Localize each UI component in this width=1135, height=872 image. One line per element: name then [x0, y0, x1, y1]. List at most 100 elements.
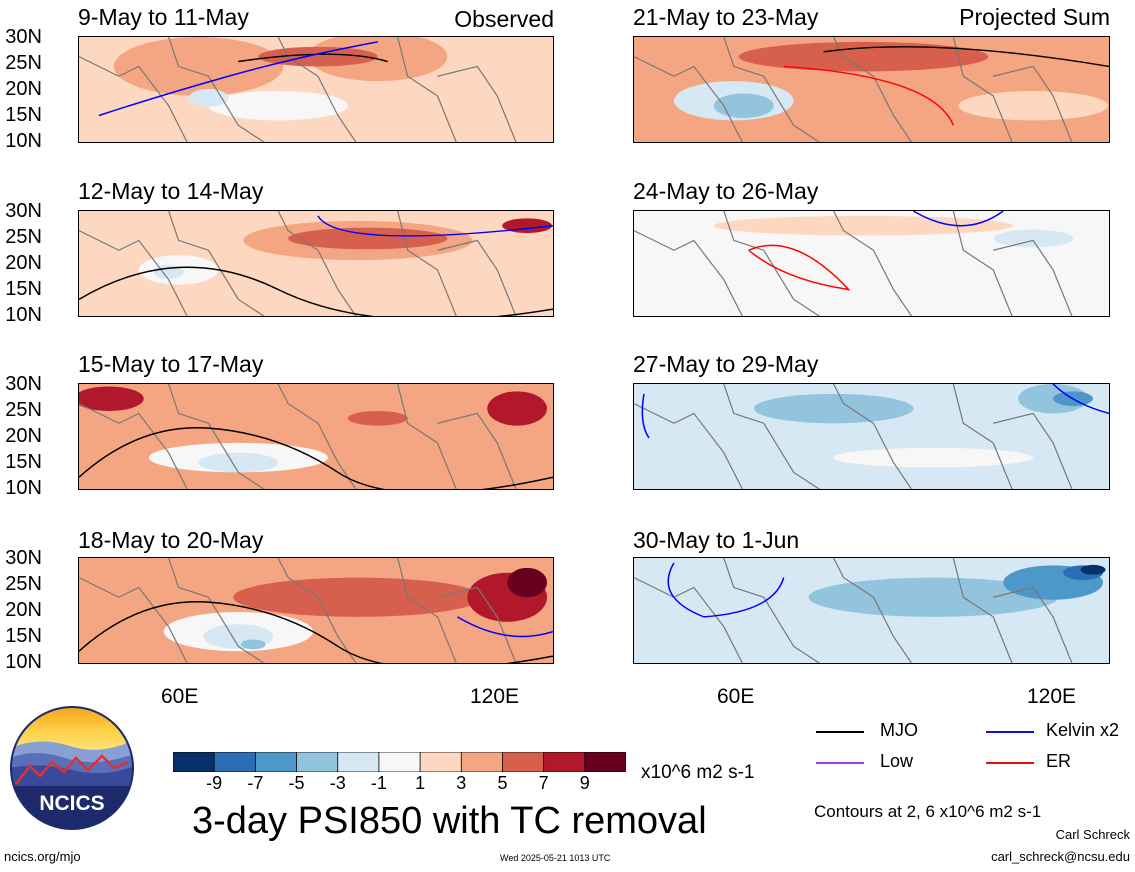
colorbar-tick-label: 9 [579, 773, 590, 793]
legend-line-mjo [816, 731, 864, 733]
y-tick-label: 10N [5, 477, 42, 499]
colorbar-tick-label: -7 [247, 773, 264, 793]
map-panel-left-1 [78, 36, 554, 143]
y-tick-label: 15N [5, 451, 42, 473]
colorbar-tick-label: -9 [206, 773, 223, 793]
coastline [634, 211, 1073, 316]
colorbar-swatch [460, 751, 504, 773]
filter-contour [79, 427, 553, 489]
panel-title-right-2: 24-May to 26-May [633, 178, 819, 204]
filter-contour [641, 393, 650, 439]
filter-contour [1052, 384, 1109, 415]
filter-contour [823, 46, 1109, 68]
colorbar-swatch [543, 751, 586, 773]
logo-text: NCICS [39, 792, 104, 815]
y-tick-label: 15N [5, 625, 42, 647]
map-panel-right-3 [633, 383, 1110, 490]
map-panel-left-3 [78, 383, 554, 490]
coastline [79, 211, 517, 316]
y-tick-label: 25N [5, 573, 42, 595]
y-tick-label: 25N [5, 52, 42, 74]
map-panel-left-2 [78, 210, 554, 317]
filter-contour [79, 601, 553, 663]
filter-contour [457, 616, 553, 638]
coastline [79, 37, 517, 142]
colorbar-tick-label: -1 [370, 773, 387, 793]
colorbar-swatch [584, 751, 627, 773]
colorbar-swatch [172, 751, 215, 773]
legend-label-low: Low [880, 751, 914, 771]
footer-email: carl_schreck@ncsu.edu [991, 849, 1130, 864]
anomaly-shading [240, 639, 266, 650]
y-tick-label: 10N [5, 304, 42, 326]
map-panel-right-1 [633, 36, 1110, 143]
contours-note: Contours at 2, 6 x10^6 m2 s-1 [814, 802, 1042, 821]
y-tick-label: 15N [5, 278, 42, 300]
colorbar-tick-label: 1 [415, 773, 426, 793]
anomaly-shading [833, 447, 1034, 468]
panel-title-left-2: 12-May to 14-May [78, 178, 264, 204]
y-tick-label: 30N [5, 547, 42, 569]
x-tick-label-left-120e: 120E [470, 685, 520, 708]
y-tick-label: 30N [5, 26, 42, 48]
colorbar [172, 751, 627, 773]
anomaly-shading [808, 577, 1059, 617]
map-panel-left-4 [78, 557, 554, 664]
anomaly-shading [183, 393, 433, 453]
coastline [634, 37, 1073, 142]
colorbar-tick-label: -3 [329, 773, 346, 793]
colorbar-tick-label: -5 [288, 773, 305, 793]
colorbar-swatch [254, 751, 298, 773]
colorbar-swatch [502, 751, 545, 773]
anomaly-shading [258, 46, 378, 67]
anomaly-shading [1080, 564, 1106, 575]
x-tick-label-right-120e: 120E [1027, 685, 1077, 708]
panel-title-left-3: 15-May to 17-May [78, 351, 264, 377]
anomaly-shading [713, 93, 774, 118]
legend-line-kelvin [986, 731, 1034, 733]
anomaly-shading [79, 386, 144, 411]
coastline [79, 558, 517, 663]
colorbar-swatch [337, 751, 380, 773]
projected-sum-label: Projected Sum [959, 4, 1110, 30]
colorbar-units: x10^6 m2 s-1 [641, 762, 755, 783]
filter-contour [783, 65, 955, 126]
y-tick-label: 25N [5, 226, 42, 248]
anomaly-shading [347, 410, 408, 426]
filter-contour [238, 53, 388, 63]
anomaly-shading [233, 577, 483, 617]
colorbar-tick-label: 7 [538, 773, 549, 793]
filter-contour [667, 562, 785, 618]
footer-timestamp: Wed 2025-05-21 1013 UTC [500, 853, 611, 863]
coastline [79, 384, 517, 489]
y-tick-label: 10N [5, 651, 42, 673]
filter-contour [748, 244, 851, 291]
colorbar-swatch [213, 751, 257, 773]
ncics-logo: NCICS [10, 706, 134, 830]
colorbar-tick-label: 3 [456, 773, 467, 793]
anomaly-shading [753, 393, 914, 424]
main-title: 3-day PSI850 with TC removal [192, 800, 707, 842]
legend-label-er: ER [1046, 751, 1072, 771]
anomaly-shading [288, 227, 448, 250]
x-tick-label-left-60e: 60E [161, 685, 199, 708]
anomaly-shading [208, 90, 348, 121]
panel-title-left-1: 9-May to 11-May [78, 4, 249, 30]
y-tick-label: 30N [5, 200, 42, 222]
anomaly-shading [738, 41, 989, 72]
anomaly-shading [507, 567, 548, 598]
panel-title-right-1: 21-May to 23-May [633, 4, 819, 30]
anomaly-shading [958, 90, 1109, 121]
y-tick-label: 20N [5, 252, 42, 274]
panel-title-right-3: 27-May to 29-May [633, 351, 819, 377]
y-tick-label: 20N [5, 599, 42, 621]
anomaly-shading [198, 452, 279, 473]
y-tick-label: 20N [5, 78, 42, 100]
legend-line-er [986, 762, 1034, 764]
legend-label-kelvin: Kelvin x2 [1046, 720, 1120, 740]
footer-author: Carl Schreck [1055, 827, 1130, 842]
y-tick-label: 30N [5, 373, 42, 395]
anomaly-shading [993, 229, 1074, 248]
coastline [634, 384, 1073, 489]
map-panel-right-4 [633, 557, 1110, 664]
